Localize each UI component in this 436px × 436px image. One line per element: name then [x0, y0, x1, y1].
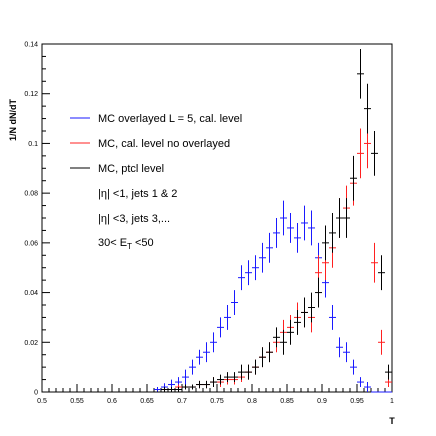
data-point	[154, 387, 161, 392]
x-tick-label: 0.6	[107, 398, 117, 405]
data-point	[238, 265, 245, 291]
data-point	[287, 319, 294, 345]
annotation-et-subscript: T	[127, 242, 132, 251]
data-point	[182, 369, 189, 385]
y-tick-label: 0.04	[24, 290, 38, 297]
legend-label-ptcl: MC, ptcl level	[98, 163, 164, 175]
y-tick-label: 0.12	[24, 91, 38, 98]
data-point	[245, 260, 252, 286]
data-point	[322, 225, 329, 261]
data-point	[364, 83, 371, 134]
data-point	[231, 372, 238, 383]
y-axis-title: 1/N dN/dT	[8, 98, 18, 141]
data-point	[273, 327, 280, 348]
data-point	[196, 380, 203, 389]
data-point	[266, 232, 273, 263]
annotation-et: 30< ET <50	[98, 237, 154, 251]
data-point	[343, 342, 350, 363]
data-point	[294, 309, 301, 335]
y-axis: 0 0.02 0.04 0.06 0.08 0.1 0.12 0.14	[24, 42, 50, 397]
data-point	[161, 387, 168, 392]
y-tick-label: 0.06	[24, 240, 38, 247]
data-series	[42, 48, 392, 393]
data-point	[336, 337, 343, 358]
data-point	[175, 387, 182, 392]
data-point	[350, 359, 357, 375]
data-point	[371, 242, 378, 283]
x-tick-label: 0.7	[177, 398, 187, 405]
data-point	[252, 359, 259, 375]
annotation-et-prefix: 30< E	[98, 237, 127, 249]
data-point	[189, 384, 196, 390]
series-0	[42, 200, 392, 393]
data-point	[336, 198, 343, 238]
data-point	[231, 290, 238, 315]
y-tick-label: 0.08	[24, 191, 38, 198]
data-point	[308, 292, 315, 323]
legend: MC overlayed L = 5, cal. level MC, cal. …	[70, 113, 242, 251]
data-point	[168, 387, 175, 392]
data-point	[273, 218, 280, 248]
data-point	[287, 213, 294, 243]
data-point	[343, 198, 350, 238]
x-tick-label: 0.55	[70, 398, 84, 405]
data-point	[266, 342, 273, 363]
y-tick-label: 0	[34, 390, 38, 397]
data-point	[308, 210, 315, 246]
data-point	[315, 277, 322, 308]
data-point	[217, 317, 224, 338]
data-point	[203, 380, 210, 389]
data-point	[371, 131, 378, 176]
x-tick-label: 0.5	[37, 398, 47, 405]
y-tick-label: 0.14	[24, 42, 38, 49]
data-point	[280, 329, 287, 355]
data-point	[196, 349, 203, 365]
data-point	[224, 372, 231, 383]
data-point	[357, 377, 364, 388]
data-point	[252, 255, 259, 281]
annotation-et-suffix: <50	[132, 237, 154, 249]
data-point	[259, 347, 266, 368]
y-tick-label: 0.02	[24, 340, 38, 347]
data-point	[329, 213, 336, 253]
x-axis: 0.5 0.55 0.6 0.65 0.7 0.75 0.8 0.85 0.9 0.95 1	[37, 384, 394, 405]
x-tick-label: 0.75	[210, 398, 224, 405]
data-point	[189, 359, 196, 375]
data-point	[364, 382, 371, 392]
data-point	[378, 329, 385, 355]
annotation-eta1: |η| <1, jets 1 & 2	[98, 188, 177, 200]
data-point	[182, 384, 189, 390]
data-point	[238, 364, 245, 380]
data-point	[385, 364, 392, 380]
x-axis-title: T	[389, 416, 395, 426]
x-tick-label: 0.85	[280, 398, 294, 405]
data-point	[210, 332, 217, 353]
x-tick-label: 1	[390, 398, 394, 405]
data-point	[217, 374, 224, 385]
legend-label-no-overlay: MC, cal. level no overlayed	[98, 138, 230, 150]
data-point	[301, 297, 308, 328]
data-point	[224, 305, 231, 330]
series-2	[42, 48, 392, 393]
x-tick-label: 0.95	[350, 398, 364, 405]
data-point	[357, 128, 364, 179]
data-point	[329, 305, 336, 330]
data-point	[350, 155, 357, 201]
y-tick-label: 0.1	[28, 141, 38, 148]
data-point	[378, 255, 385, 291]
x-tick-label: 0.65	[140, 398, 154, 405]
legend-label-overlayed: MC overlayed L = 5, cal. level	[98, 113, 242, 125]
data-point	[280, 200, 287, 236]
annotation-eta3: |η| <3, jets 3,...	[98, 213, 170, 225]
data-point	[210, 377, 217, 388]
data-point	[203, 342, 210, 363]
data-point	[259, 242, 266, 273]
data-point	[357, 48, 364, 99]
data-point	[294, 222, 301, 253]
data-point	[301, 205, 308, 241]
x-tick-label: 0.8	[247, 398, 257, 405]
x-tick-label: 0.9	[317, 398, 327, 405]
data-point	[245, 364, 252, 380]
